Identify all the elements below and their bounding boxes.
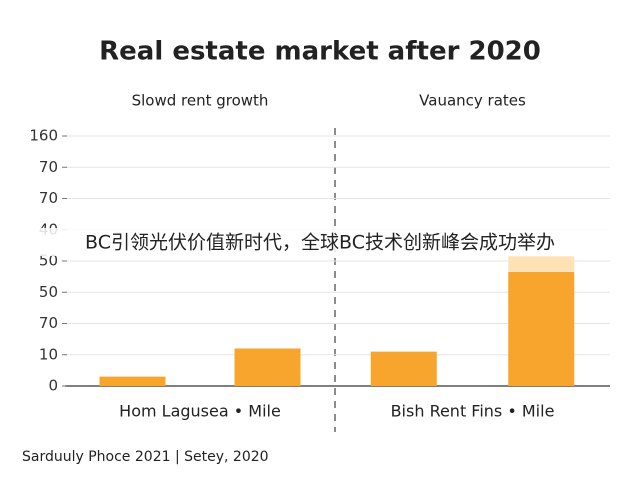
- chart-title: Real estate market after 2020: [99, 37, 541, 67]
- y-tick-label: 50: [39, 283, 58, 301]
- bar: [234, 348, 301, 386]
- y-tick-label: 160: [29, 127, 58, 145]
- y-tick-label: 0: [48, 377, 58, 395]
- bar: [370, 351, 437, 386]
- bar: [508, 271, 575, 386]
- overlay-band: [20, 228, 620, 256]
- y-tick-label: 70: [39, 158, 58, 176]
- x-axis-label: Hom Lagusea • Mile: [119, 402, 281, 421]
- panel-subtitle: Vauancy rates: [419, 92, 526, 110]
- y-tick-label: 70: [39, 189, 58, 207]
- source-note: Sarduuly Phoce 2021 | Setey, 2020: [22, 449, 269, 465]
- bar: [508, 256, 575, 272]
- y-tick-label: 70: [39, 314, 58, 332]
- x-axis-label: Bish Rent Fins • Mile: [391, 402, 555, 421]
- panel-subtitle: Slowd rent growth: [132, 92, 269, 110]
- bar: [99, 376, 166, 386]
- y-tick-label: 10: [39, 345, 58, 363]
- overlay-text: BC引领光伏价值新时代，全球BC技术创新峰会成功举办: [85, 232, 555, 254]
